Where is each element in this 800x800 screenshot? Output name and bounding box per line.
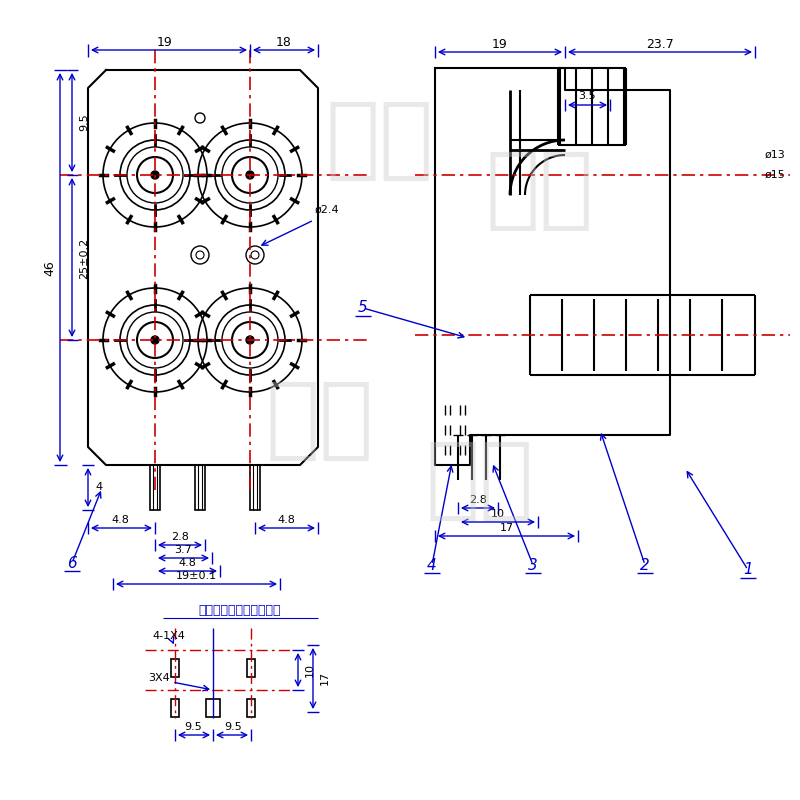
Text: 4.8: 4.8 [277, 515, 295, 525]
Text: 18: 18 [276, 35, 292, 49]
Text: 10: 10 [305, 663, 315, 677]
Circle shape [246, 336, 254, 344]
Text: 19: 19 [492, 38, 508, 50]
Bar [206, 699, 220, 717]
Text: 电子: 电子 [426, 436, 534, 524]
Text: 17: 17 [500, 523, 514, 533]
Text: 4.8: 4.8 [111, 515, 129, 525]
Text: 9.5: 9.5 [224, 722, 242, 732]
Text: 3.7: 3.7 [174, 545, 192, 555]
Text: ø2.4: ø2.4 [315, 205, 340, 215]
Text: 10: 10 [491, 509, 505, 519]
Text: 25±0.2: 25±0.2 [79, 238, 89, 278]
Text: 23.7: 23.7 [646, 38, 674, 50]
Text: 2: 2 [640, 558, 650, 573]
Text: 19: 19 [157, 35, 173, 49]
Text: 2.8: 2.8 [171, 532, 189, 542]
Text: 4: 4 [427, 558, 437, 573]
Text: 4: 4 [95, 482, 102, 492]
Text: 4-1X4: 4-1X4 [152, 631, 185, 641]
Bar [195, 465, 205, 510]
Text: 19±0.1: 19±0.1 [175, 571, 217, 581]
Text: 6: 6 [67, 555, 77, 570]
Bar [247, 659, 255, 677]
Text: 2.8: 2.8 [469, 495, 487, 505]
Bar [150, 465, 160, 510]
Text: 9.5: 9.5 [184, 722, 202, 732]
Text: 印制线路板推荐开孔尺寸: 印制线路板推荐开孔尺寸 [198, 603, 282, 617]
Text: 46: 46 [43, 260, 57, 276]
Text: 3.5: 3.5 [578, 91, 596, 101]
Text: 9.5: 9.5 [79, 113, 89, 131]
Bar [171, 699, 179, 717]
Bar [247, 699, 255, 717]
Text: 电子: 电子 [486, 146, 594, 234]
Circle shape [151, 336, 159, 344]
Text: ø13: ø13 [765, 150, 786, 160]
Text: 17: 17 [320, 671, 330, 685]
Text: 4.8: 4.8 [178, 558, 196, 568]
Bar [171, 659, 179, 677]
Bar [250, 465, 260, 510]
Text: 1: 1 [743, 562, 753, 578]
Circle shape [246, 171, 254, 179]
Circle shape [151, 171, 159, 179]
Text: 一键: 一键 [266, 376, 374, 464]
Text: 5: 5 [358, 301, 368, 315]
Text: ø15: ø15 [765, 170, 786, 180]
Text: 3X4: 3X4 [148, 673, 170, 683]
Text: 3: 3 [528, 558, 538, 573]
Text: 一键: 一键 [326, 96, 434, 184]
